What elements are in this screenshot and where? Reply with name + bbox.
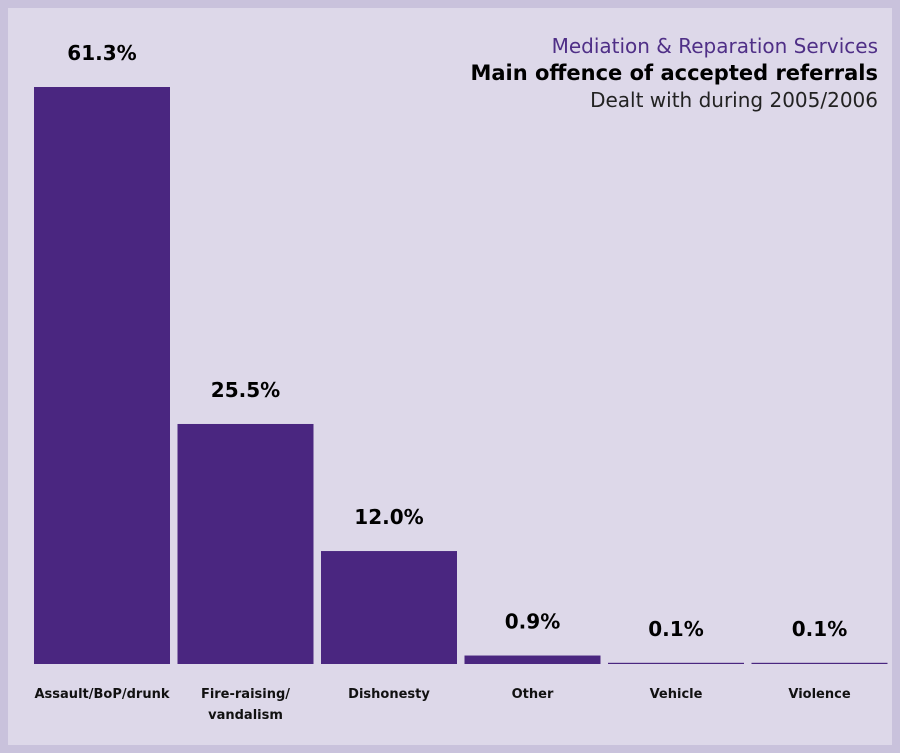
value-label-4: 0.9% bbox=[505, 610, 560, 634]
category-label-6: Violence bbox=[788, 687, 850, 702]
bar-5 bbox=[608, 662, 744, 664]
category-label-2-line-1: Fire-raising/ bbox=[201, 687, 290, 702]
chart-title-block: Mediation & Reparation Services Main off… bbox=[470, 33, 878, 114]
bar-3 bbox=[321, 551, 457, 664]
chart-title: Main offence of accepted referrals bbox=[470, 61, 878, 85]
bar-4 bbox=[464, 655, 601, 664]
bar-6 bbox=[751, 662, 888, 664]
chart-supertitle: Mediation & Reparation Services bbox=[551, 34, 878, 58]
bar-2 bbox=[177, 423, 314, 664]
category-label-3: Dishonesty bbox=[348, 687, 430, 702]
bar-1 bbox=[34, 87, 170, 664]
value-label-1: 61.3% bbox=[67, 41, 136, 65]
value-label-6: 0.1% bbox=[792, 617, 847, 641]
category-label-2-line-2: vandalism bbox=[208, 708, 283, 723]
value-label-5: 0.1% bbox=[648, 617, 703, 641]
category-label-4: Other bbox=[512, 687, 554, 702]
category-label-5: Vehicle bbox=[650, 687, 703, 702]
value-label-3: 12.0% bbox=[354, 505, 423, 529]
bar-chart: 61.3% Assault/BoP/drunk 25.5% Fire-raising/… bbox=[34, 41, 888, 723]
category-label-1: Assault/BoP/drunk bbox=[35, 687, 170, 702]
value-label-2: 25.5% bbox=[211, 378, 280, 402]
chart-subtitle: Dealt with during 2005/2006 bbox=[590, 88, 878, 112]
chart-panel: Mediation & Reparation Services Main off… bbox=[8, 8, 892, 745]
